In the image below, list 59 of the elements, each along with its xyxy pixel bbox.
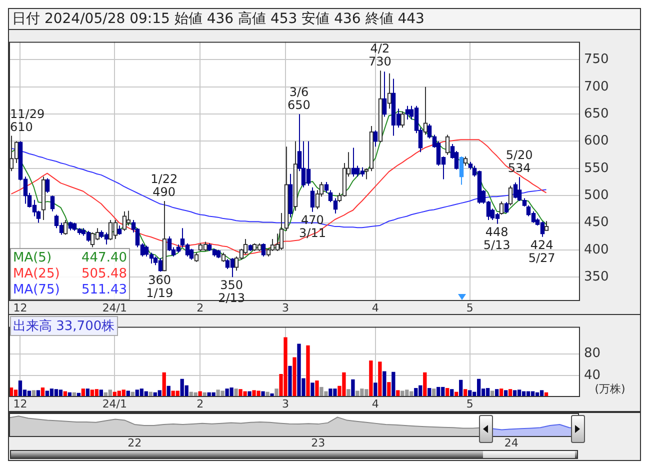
bar bbox=[387, 382, 391, 397]
y-tick-label: 500 bbox=[584, 188, 609, 203]
bar bbox=[306, 345, 310, 397]
text: MA(5) 447.40 bbox=[13, 250, 127, 266]
y-tick-label: 750 bbox=[584, 52, 609, 68]
bar bbox=[292, 357, 296, 397]
bar bbox=[382, 371, 386, 397]
x-tick-label: 3 bbox=[282, 397, 290, 410]
x-tick-label: 5 bbox=[466, 301, 474, 314]
x-tick-label: 24/1 bbox=[102, 397, 128, 410]
x-tick-label: 5 bbox=[466, 397, 474, 410]
x-tick-label: 4 bbox=[372, 301, 379, 314]
x-tick-label: 12 bbox=[13, 301, 28, 314]
y-tick-label: 400 bbox=[584, 242, 609, 258]
y-tick-label: 450 bbox=[584, 215, 609, 230]
chart-title: 日付 2024/05/28 09:15 始値 436 高値 453 安値 436 終値 443 bbox=[9, 9, 640, 30]
chart-title: 出来高 33,700株 bbox=[10, 316, 118, 336]
bar bbox=[459, 380, 463, 397]
x-tick-label: 24/1 bbox=[102, 301, 128, 314]
x-tick-label: 3 bbox=[282, 301, 290, 314]
bar bbox=[274, 388, 278, 397]
bar bbox=[162, 372, 166, 397]
text: MA(25) 505.48 bbox=[13, 266, 127, 282]
bar bbox=[351, 379, 355, 397]
annotation: 5/20 534 bbox=[506, 148, 533, 176]
bar bbox=[288, 366, 292, 397]
annotation: 1/22 490 bbox=[150, 172, 178, 200]
bar bbox=[392, 372, 396, 397]
bar bbox=[378, 362, 382, 397]
y-tick-label: 350 bbox=[584, 269, 609, 284]
annotation: 11/29 610 bbox=[10, 106, 45, 134]
bar bbox=[423, 372, 427, 397]
y-tick-label: 550 bbox=[584, 160, 609, 176]
x-tick-label: 2 bbox=[196, 301, 204, 314]
y-tick-label: 40 bbox=[584, 368, 601, 383]
y-tick-label: 80 bbox=[584, 346, 601, 362]
bar bbox=[346, 389, 350, 397]
y-tick-label: 600 bbox=[584, 134, 609, 149]
annotation: 360 1/19 bbox=[146, 272, 174, 300]
x-tick-label: 23 bbox=[311, 436, 326, 450]
annotation: 4/2 730 bbox=[368, 42, 392, 69]
text: MA(75) 511.43 bbox=[13, 282, 127, 298]
bar bbox=[234, 388, 238, 397]
x-tick-label: 2 bbox=[196, 397, 204, 410]
bar bbox=[374, 382, 378, 397]
annotation: 448 5/13 bbox=[483, 224, 510, 252]
x-tick-label: 12 bbox=[13, 397, 28, 410]
bar bbox=[18, 380, 22, 397]
y-tick-label: 650 bbox=[584, 106, 609, 122]
y-tick-label: 700 bbox=[584, 79, 609, 94]
x-tick-label: 24 bbox=[504, 436, 518, 450]
bar bbox=[310, 382, 314, 397]
bar bbox=[315, 380, 319, 397]
annotation: 3/6 650 bbox=[288, 85, 310, 112]
y-axis-title: (万株) bbox=[594, 382, 626, 396]
x-tick-label: 22 bbox=[128, 436, 142, 450]
annotation: 424 5/27 bbox=[528, 238, 556, 266]
bar bbox=[369, 360, 373, 397]
x-tick-label: 4 bbox=[372, 397, 379, 410]
